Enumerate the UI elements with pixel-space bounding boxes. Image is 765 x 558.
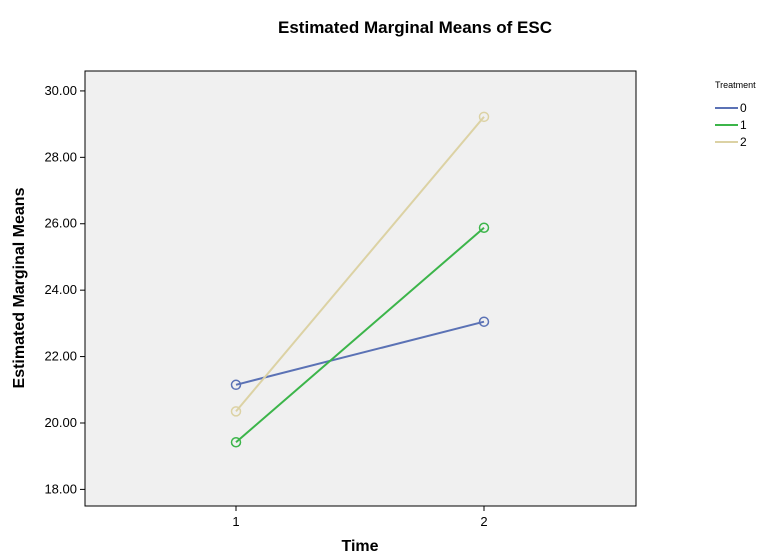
data-point-0: [230, 379, 242, 391]
series-line-2: [235, 116, 485, 413]
y-tick-label: 24.00: [44, 282, 77, 297]
series-line-0: [235, 320, 485, 386]
x-axis-label: Time: [341, 538, 378, 555]
data-point-0: [478, 316, 490, 327]
series-points: [230, 111, 490, 448]
legend: Treatment 0 1 2: [715, 80, 756, 149]
x-tick-label: 2: [480, 514, 487, 529]
legend-label-2: 2: [740, 135, 747, 149]
y-tick-label: 30.00: [44, 83, 77, 98]
y-tick-label: 26.00: [44, 216, 77, 231]
y-tick-label: 20.00: [44, 415, 77, 430]
y-axis-label: Estimated Marginal Means: [11, 187, 28, 388]
legend-title: Treatment: [715, 80, 756, 90]
data-point-2: [478, 111, 490, 123]
plot-area: [84, 70, 637, 507]
x-tick-label: 1: [232, 514, 239, 529]
y-tick-label: 22.00: [44, 349, 77, 364]
data-point-1: [478, 222, 490, 233]
legend-label-1: 1: [740, 118, 747, 132]
series-lines: [235, 116, 485, 444]
data-point-1: [230, 436, 242, 448]
series-line-1: [235, 226, 485, 444]
y-axis-ticks: 18.00 20.00 22.00 24.00 26.00 28.00 30.00: [44, 83, 85, 496]
y-tick-label: 28.00: [44, 149, 77, 164]
chart-title: Estimated Marginal Means of ESC: [278, 18, 552, 37]
data-point-2: [230, 406, 242, 417]
legend-label-0: 0: [740, 101, 747, 115]
y-tick-label: 18.00: [44, 481, 77, 496]
